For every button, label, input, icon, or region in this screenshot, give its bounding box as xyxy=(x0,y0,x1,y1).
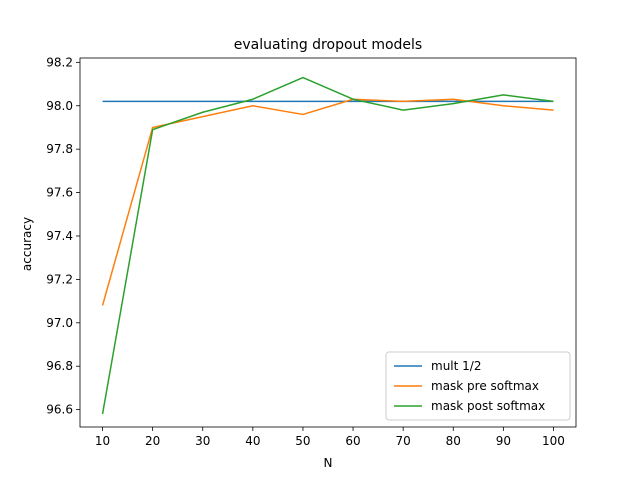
series-lines xyxy=(101,76,554,415)
x-tick-label: 30 xyxy=(195,434,210,448)
y-tick-label: 98.0 xyxy=(46,99,73,113)
x-tick-label: 80 xyxy=(446,434,461,448)
y-tick-label: 97.8 xyxy=(46,142,73,156)
x-tick-label: 10 xyxy=(95,434,110,448)
y-tick-label: 97.2 xyxy=(46,272,73,286)
x-tick-label: 90 xyxy=(496,434,511,448)
x-tick-label: 60 xyxy=(345,434,360,448)
chart-title: evaluating dropout models xyxy=(234,37,422,53)
legend-box xyxy=(385,351,571,421)
series-line xyxy=(101,98,554,306)
x-tick-label: 40 xyxy=(245,434,260,448)
y-axis: 96.6 96.8 97.0 97.2 97.4 97.6 97.8 98.0 98.2 xyxy=(46,55,80,417)
x-tick-label: 70 xyxy=(396,434,411,448)
legend: mult 1/2 mask pre softmax mask post softma… xyxy=(385,351,571,421)
x-tick-label: 50 xyxy=(295,434,310,448)
x-axis-label: N xyxy=(324,456,333,470)
y-tick-label: 97.6 xyxy=(46,186,73,200)
y-axis-label: accuracy xyxy=(20,217,34,271)
x-tick-label: 100 xyxy=(542,434,565,448)
legend-label: mask pre softmax xyxy=(431,379,539,393)
y-tick-label: 96.6 xyxy=(46,403,73,417)
series-line xyxy=(101,76,554,415)
legend-label: mask post softmax xyxy=(431,399,545,413)
y-tick-label: 97.4 xyxy=(46,229,73,243)
y-tick-label: 97.0 xyxy=(46,316,73,330)
legend-label: mult 1/2 xyxy=(431,359,481,373)
y-tick-label: 96.8 xyxy=(46,359,73,373)
y-tick-label: 98.2 xyxy=(46,55,73,69)
x-axis: 10 20 30 40 50 60 70 80 90 100 xyxy=(95,427,565,448)
x-tick-label: 20 xyxy=(145,434,160,448)
